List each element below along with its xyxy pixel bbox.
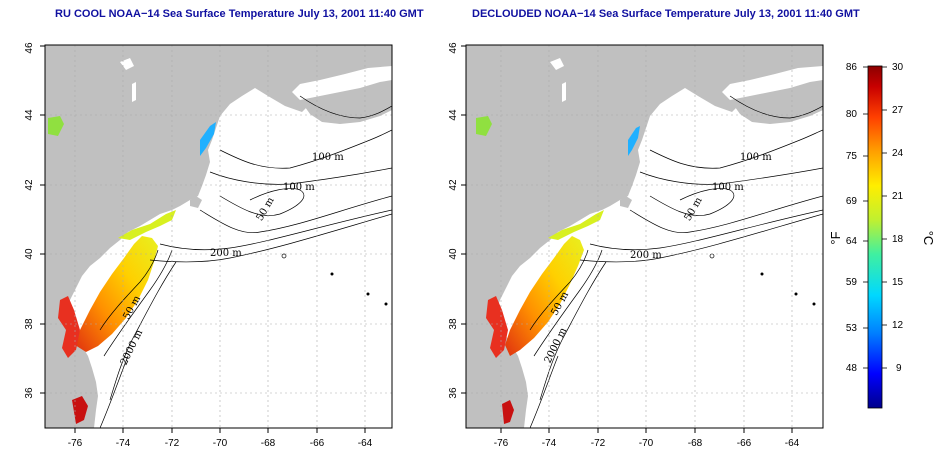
lon-tick-label: -74 [116,438,131,449]
sst-coastal-band [505,236,584,356]
celsius-tick-label: 30 [892,62,904,73]
contour-dots [281,253,388,306]
contour-label: 100 m [740,152,772,163]
lon-tick-label: -68 [261,438,276,449]
lon-tick-labels: -76 -74 -72 -70 -68 -66 -64 [68,438,373,449]
lon-tick-label: -70 [639,438,654,449]
sst-coastal-band [75,236,158,352]
sst-chesapeake [58,296,80,358]
celsius-tick-label: 18 [892,234,904,245]
lon-tick-label: -68 [688,438,703,449]
fahrenheit-tick-label: 53 [846,323,858,334]
sst-south [72,396,88,424]
lat-tick-labels: 36 38 40 42 44 46 [24,42,35,399]
lon-tick-label: -76 [494,438,509,449]
nova-scotia [300,80,392,124]
lake [550,58,564,70]
fahrenheit-tick-label: 64 [846,236,858,247]
nova-scotia [730,80,823,124]
cape-cod [190,196,202,208]
lat-tick-labels: 36 38 40 42 44 46 [448,42,459,399]
bathymetry-contours [99,95,392,428]
lat-tick-label: 40 [448,248,459,260]
lon-tick-label: -64 [358,438,373,449]
lon-tick-label: -74 [542,438,557,449]
lon-tick-label: -64 [785,438,800,449]
lat-tick-label: 46 [448,42,459,54]
sst-long-island [118,210,176,240]
map-frame [465,44,824,429]
celsius-tick-label: 12 [892,320,904,331]
map-frame [44,44,393,429]
contour-label: 200 m [630,250,662,261]
colorbar: 86 80 75 69 64 59 53 48 30 27 24 21 18 1… [828,62,936,409]
left-panel-title: RU COOL NOAA−14 Sea Surface Temperature … [55,8,424,20]
axis-ticks [40,45,366,433]
lat-tick-label: 42 [448,179,459,191]
sst-gulf-of-maine [628,126,640,156]
contour-label: 100 m [312,152,344,163]
cape-cod [620,196,632,208]
lake [120,58,134,70]
right-map-panel: 100 m 100 m 50 m 200 m 50 m 2000 m -76 -… [448,42,824,449]
celsius-tick-label: 21 [892,191,904,202]
colorbar-ticks [863,66,887,369]
sst-long-island [548,210,604,240]
grid-lines [466,45,823,428]
contour-label: 100 m [283,182,315,193]
celsius-tick-labels: 30 27 24 21 18 15 12 9 [892,62,904,374]
sst-inland-lake [476,116,492,136]
celsius-tick-label: 27 [892,105,904,116]
fahrenheit-tick-label: 80 [846,109,858,120]
lat-tick-label: 38 [448,318,459,330]
fahrenheit-unit-label: °F [828,231,843,244]
fahrenheit-tick-label: 48 [846,363,858,374]
land-mass [45,45,392,428]
lake [562,82,566,102]
left-map-panel: 100 m 100 m 50 m 200 m 50 m 2000 m -76 -… [24,42,393,449]
sst-chesapeake [486,296,508,358]
fahrenheit-tick-label: 59 [846,277,858,288]
land-mass [466,45,823,428]
right-panel-title: DECLOUDED NOAA−14 Sea Surface Temperatur… [472,8,860,20]
contour-label: 200 m [210,248,242,259]
celsius-tick-label: 9 [896,363,902,374]
lon-tick-labels: -76 -74 -72 -70 -68 -66 -64 [494,438,800,449]
lat-tick-label: 44 [24,109,35,121]
lon-tick-label: -72 [165,438,180,449]
contour-label: 100 m [712,182,744,193]
celsius-tick-label: 15 [892,277,904,288]
sst-inland-lake [48,116,64,136]
lake [132,82,136,102]
lon-tick-label: -66 [737,438,752,449]
lon-tick-label: -72 [591,438,606,449]
fahrenheit-tick-labels: 86 80 75 69 64 59 53 48 [846,62,858,374]
celsius-unit-label: °C [921,231,936,246]
fahrenheit-tick-label: 75 [846,151,858,162]
grid-lines [45,45,392,428]
lon-tick-label: -66 [310,438,325,449]
sst-south [502,400,514,424]
lat-tick-label: 36 [24,387,35,399]
lon-tick-label: -76 [68,438,83,449]
lat-tick-label: 38 [24,318,35,330]
celsius-tick-label: 24 [892,148,904,159]
fahrenheit-tick-label: 86 [846,62,858,73]
lat-tick-label: 44 [448,109,459,121]
lat-tick-label: 36 [448,387,459,399]
lat-tick-label: 42 [24,179,35,191]
lat-tick-label: 40 [24,248,35,260]
lon-tick-label: -70 [213,438,228,449]
lat-tick-label: 46 [24,42,35,54]
fahrenheit-tick-label: 69 [846,196,858,207]
axis-ticks [461,45,793,433]
sst-gulf-of-maine [200,122,216,156]
colorbar-gradient [867,65,883,409]
bathymetry-contours [529,95,823,428]
